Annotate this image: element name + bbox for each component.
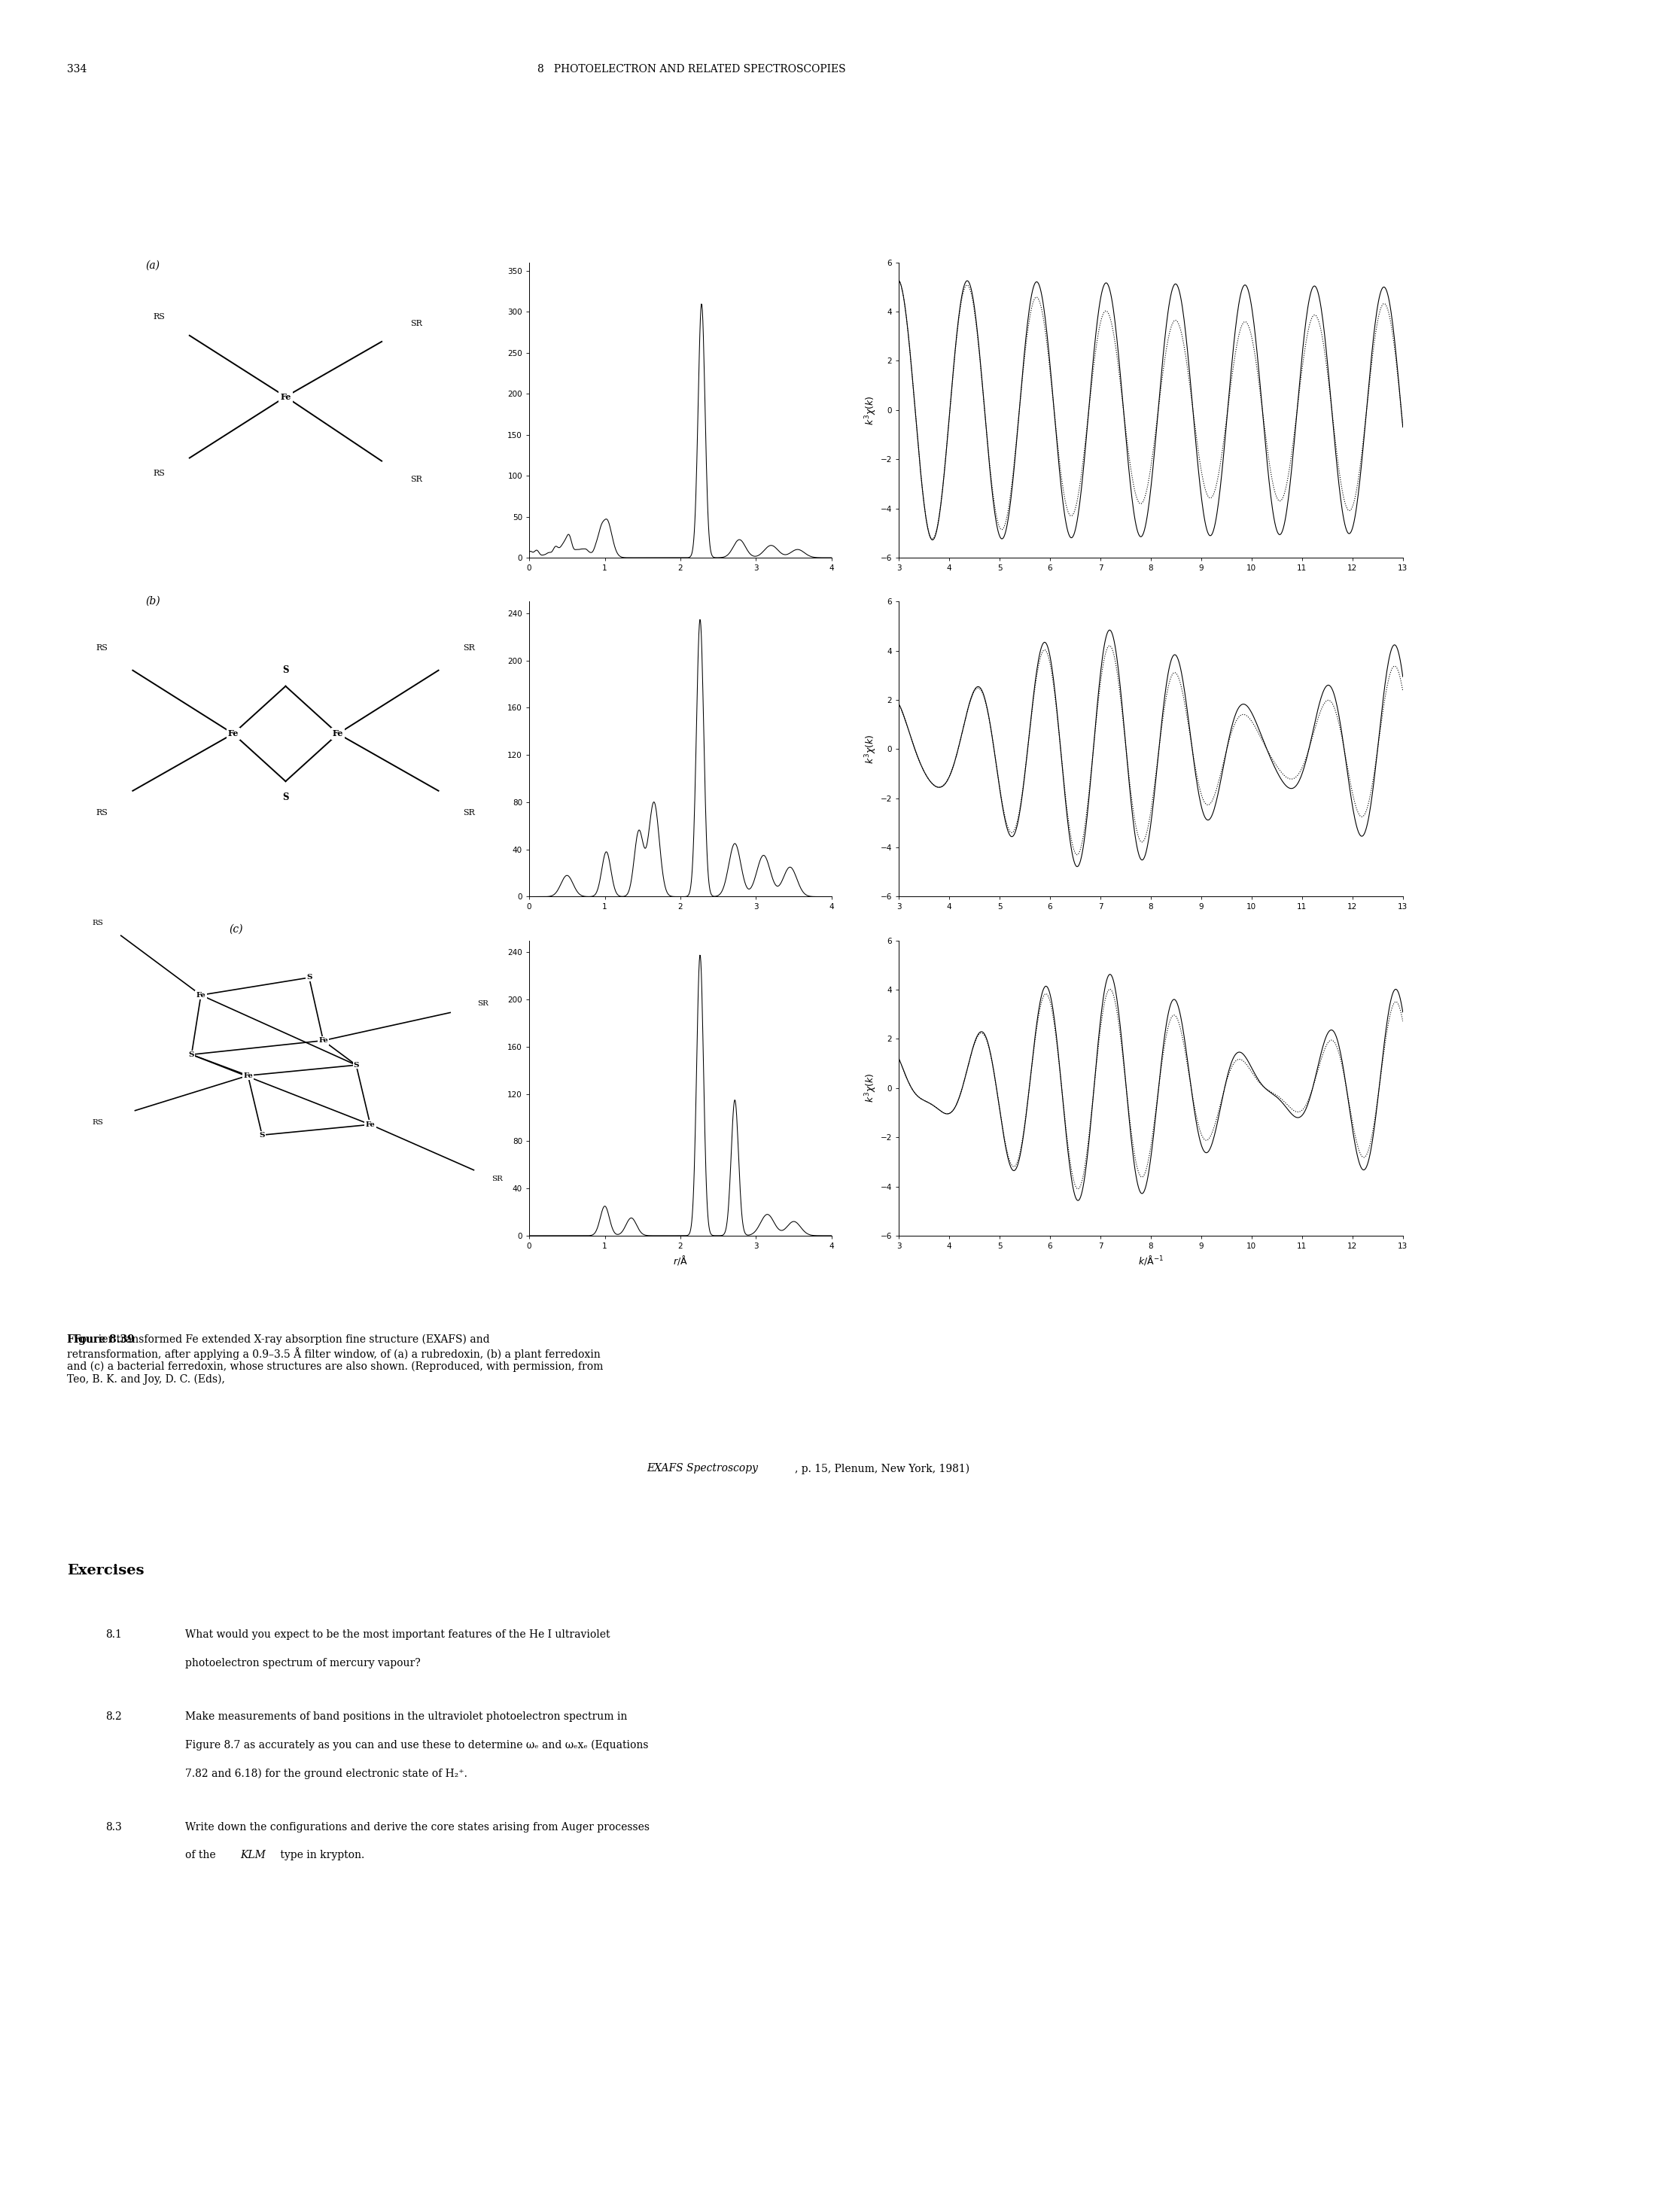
Text: KLM: KLM xyxy=(240,1850,265,1861)
Text: RS: RS xyxy=(153,313,165,321)
Text: Write down the configurations and derive the core states arising from Auger proc: Write down the configurations and derive… xyxy=(185,1822,648,1833)
Text: SR: SR xyxy=(464,809,475,816)
Text: , p. 15, Plenum, New York, 1981): , p. 15, Plenum, New York, 1981) xyxy=(795,1463,969,1474)
Text: S: S xyxy=(188,1052,195,1059)
Text: EXAFS Spectroscopy: EXAFS Spectroscopy xyxy=(647,1463,758,1474)
Y-axis label: $k^3\chi(k)$: $k^3\chi(k)$ xyxy=(864,735,879,763)
Text: RS: RS xyxy=(153,470,165,477)
Text: (a): (a) xyxy=(146,260,160,271)
Text: Fe: Fe xyxy=(319,1037,328,1043)
Y-axis label: $k^3\chi(k)$: $k^3\chi(k)$ xyxy=(864,1074,879,1102)
Text: S: S xyxy=(259,1131,265,1139)
Text: 8.2: 8.2 xyxy=(106,1710,123,1721)
Text: Fe: Fe xyxy=(244,1072,252,1078)
Text: 8   PHOTOELECTRON AND RELATED SPECTROSCOPIES: 8 PHOTOELECTRON AND RELATED SPECTROSCOPI… xyxy=(538,63,847,74)
Text: RS: RS xyxy=(92,921,102,927)
Text: What would you expect to be the most important features of the He I ultraviolet: What would you expect to be the most imp… xyxy=(185,1629,610,1640)
Text: Fe: Fe xyxy=(197,991,205,999)
Text: Fe: Fe xyxy=(366,1122,375,1128)
Text: S: S xyxy=(306,973,312,982)
Text: 7.82 and 6.18) for the ground electronic state of H₂⁺.: 7.82 and 6.18) for the ground electronic… xyxy=(185,1767,467,1778)
Text: SR: SR xyxy=(410,319,423,328)
Text: Fourier transformed Fe extended X-ray absorption fine structure (EXAFS) and
retr: Fourier transformed Fe extended X-ray ab… xyxy=(67,1334,603,1384)
Text: photoelectron spectrum of mercury vapour?: photoelectron spectrum of mercury vapour… xyxy=(185,1658,420,1669)
Text: 8.3: 8.3 xyxy=(106,1822,123,1833)
Text: S: S xyxy=(282,792,289,803)
Text: type in krypton.: type in krypton. xyxy=(277,1850,365,1861)
Text: 8.1: 8.1 xyxy=(106,1629,123,1640)
Text: RS: RS xyxy=(96,645,108,652)
Text: SR: SR xyxy=(410,475,423,483)
X-axis label: $k$/Å$^{-1}$: $k$/Å$^{-1}$ xyxy=(1137,1253,1164,1266)
Text: 334: 334 xyxy=(67,63,87,74)
Text: Fe: Fe xyxy=(228,730,239,737)
Text: S: S xyxy=(353,1061,360,1069)
Text: Figure 8.39: Figure 8.39 xyxy=(67,1334,134,1345)
Text: SR: SR xyxy=(464,645,475,652)
Text: of the: of the xyxy=(185,1850,218,1861)
X-axis label: $r$/Å: $r$/Å xyxy=(674,1253,687,1266)
Text: Fe: Fe xyxy=(281,394,291,400)
Text: Make measurements of band positions in the ultraviolet photoelectron spectrum in: Make measurements of band positions in t… xyxy=(185,1710,627,1721)
Text: Figure 8.7 as accurately as you can and use these to determine ωₑ and ωₑxₑ (Equa: Figure 8.7 as accurately as you can and … xyxy=(185,1741,648,1750)
Text: SR: SR xyxy=(477,999,489,1006)
Text: Fe: Fe xyxy=(333,730,343,737)
Text: RS: RS xyxy=(92,1120,102,1126)
Text: S: S xyxy=(282,665,289,676)
Text: (b): (b) xyxy=(146,595,161,606)
Text: SR: SR xyxy=(492,1174,502,1181)
Y-axis label: $k^3\chi(k)$: $k^3\chi(k)$ xyxy=(864,396,879,424)
Text: RS: RS xyxy=(96,809,108,816)
Text: Exercises: Exercises xyxy=(67,1564,144,1577)
Text: (c): (c) xyxy=(228,923,244,934)
